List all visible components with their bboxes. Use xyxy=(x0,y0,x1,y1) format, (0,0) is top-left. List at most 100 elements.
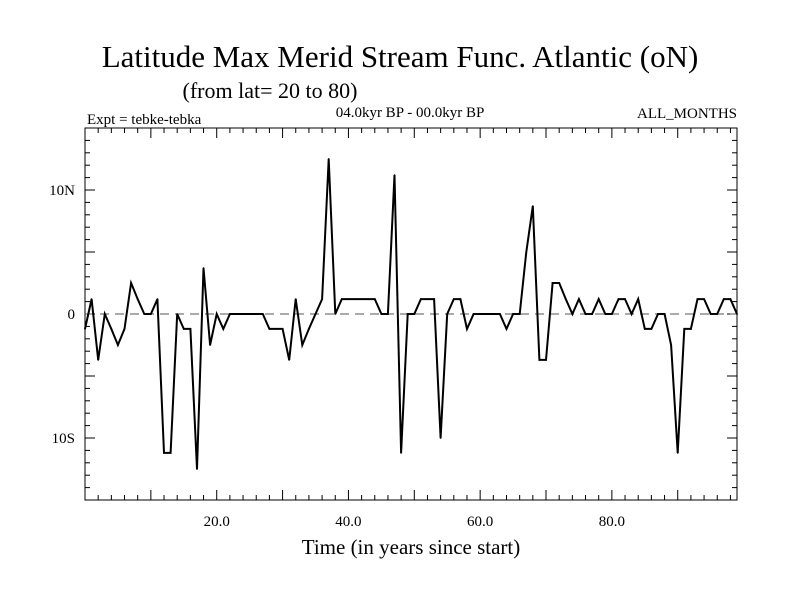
y-tick-label: 0 xyxy=(68,307,76,323)
data-point xyxy=(360,298,363,301)
data-point xyxy=(637,298,640,301)
data-point xyxy=(169,451,172,454)
data-point xyxy=(281,327,284,330)
data-point xyxy=(301,344,304,346)
data-point xyxy=(472,313,475,315)
data-point xyxy=(683,327,686,330)
data-point xyxy=(242,313,244,315)
data-point xyxy=(380,313,383,315)
data-point xyxy=(393,174,396,177)
data-point xyxy=(84,327,86,330)
data-points xyxy=(84,158,738,470)
y-tick-labels: 10N 0 10S xyxy=(49,183,75,447)
data-point xyxy=(182,327,185,330)
data-point xyxy=(413,313,416,315)
data-point xyxy=(387,313,389,315)
data-point xyxy=(439,437,442,439)
data-point xyxy=(136,298,139,301)
data-point xyxy=(400,451,403,454)
data-point xyxy=(189,327,192,330)
x-tick-label: 20.0 xyxy=(204,514,230,530)
data-point xyxy=(406,313,409,315)
data-point xyxy=(426,298,429,301)
expt-label: Expt = tebke-tebka xyxy=(87,112,202,128)
data-point xyxy=(630,313,633,315)
data-point xyxy=(321,298,323,301)
data-point xyxy=(624,298,626,301)
data-point xyxy=(268,327,271,330)
data-point xyxy=(466,327,468,330)
data-point xyxy=(689,327,692,330)
data-point xyxy=(419,298,422,301)
data-point xyxy=(676,451,679,454)
data-point xyxy=(340,298,343,301)
data-point xyxy=(709,313,712,315)
data-point xyxy=(459,298,462,301)
data-point xyxy=(617,298,620,301)
data-point xyxy=(584,313,587,315)
data-point xyxy=(643,327,646,330)
x-tick-label: 80.0 xyxy=(599,514,625,530)
data-point xyxy=(327,158,330,160)
data-point xyxy=(130,282,133,284)
data-point xyxy=(103,313,106,315)
data-point xyxy=(531,205,534,208)
data-point xyxy=(202,267,205,270)
data-point xyxy=(571,313,574,315)
data-point xyxy=(551,282,554,284)
data-point xyxy=(110,327,113,330)
data-point xyxy=(275,327,277,330)
chart-subtitle: (from lat= 20 to 80) xyxy=(183,78,358,103)
series-line xyxy=(84,158,738,470)
data-point xyxy=(558,282,561,284)
data-point xyxy=(545,358,547,361)
data-point xyxy=(209,344,212,346)
x-tick-labels: 20.0 40.0 60.0 80.0 xyxy=(204,514,625,530)
data-point xyxy=(354,298,356,301)
data-point xyxy=(538,358,541,361)
data-point xyxy=(564,298,567,301)
data-point xyxy=(657,313,659,315)
x-tick-label: 60.0 xyxy=(467,514,493,530)
data-point xyxy=(235,313,238,315)
months-label: ALL_MONTHS xyxy=(637,106,737,122)
data-point xyxy=(314,313,317,315)
data-point xyxy=(373,298,376,301)
data-point xyxy=(518,313,521,315)
data-point xyxy=(485,313,488,315)
data-point xyxy=(591,313,594,315)
data-point xyxy=(90,298,93,301)
data-point xyxy=(650,327,653,330)
data-point xyxy=(123,327,126,330)
data-point xyxy=(334,313,337,315)
data-point xyxy=(143,313,146,315)
data-point xyxy=(215,313,218,315)
y-tick-label: 10N xyxy=(49,183,75,199)
data-point xyxy=(433,298,435,301)
data-point xyxy=(736,313,738,315)
data-point xyxy=(248,313,251,315)
data-point xyxy=(597,298,600,301)
data-point xyxy=(722,298,725,301)
data-point xyxy=(499,313,501,315)
data-point xyxy=(696,298,699,301)
data-point xyxy=(367,298,370,301)
data-point xyxy=(347,298,350,301)
x-axis xyxy=(97,128,731,500)
data-point xyxy=(176,313,179,315)
data-point xyxy=(604,313,607,315)
data-point xyxy=(703,298,705,301)
data-point xyxy=(156,298,159,301)
data-point xyxy=(294,298,297,301)
x-axis-label: Time (in years since start) xyxy=(302,535,521,559)
x-tick-label: 40.0 xyxy=(335,514,361,530)
data-point xyxy=(512,313,514,315)
data-point xyxy=(149,313,152,315)
data-point xyxy=(525,251,528,253)
data-point xyxy=(610,313,613,315)
data-point xyxy=(716,313,719,315)
data-point xyxy=(729,298,732,301)
data-point xyxy=(117,344,119,346)
period-label: 04.0kyr BP - 00.0kyr BP xyxy=(336,105,485,121)
data-point xyxy=(308,327,310,330)
